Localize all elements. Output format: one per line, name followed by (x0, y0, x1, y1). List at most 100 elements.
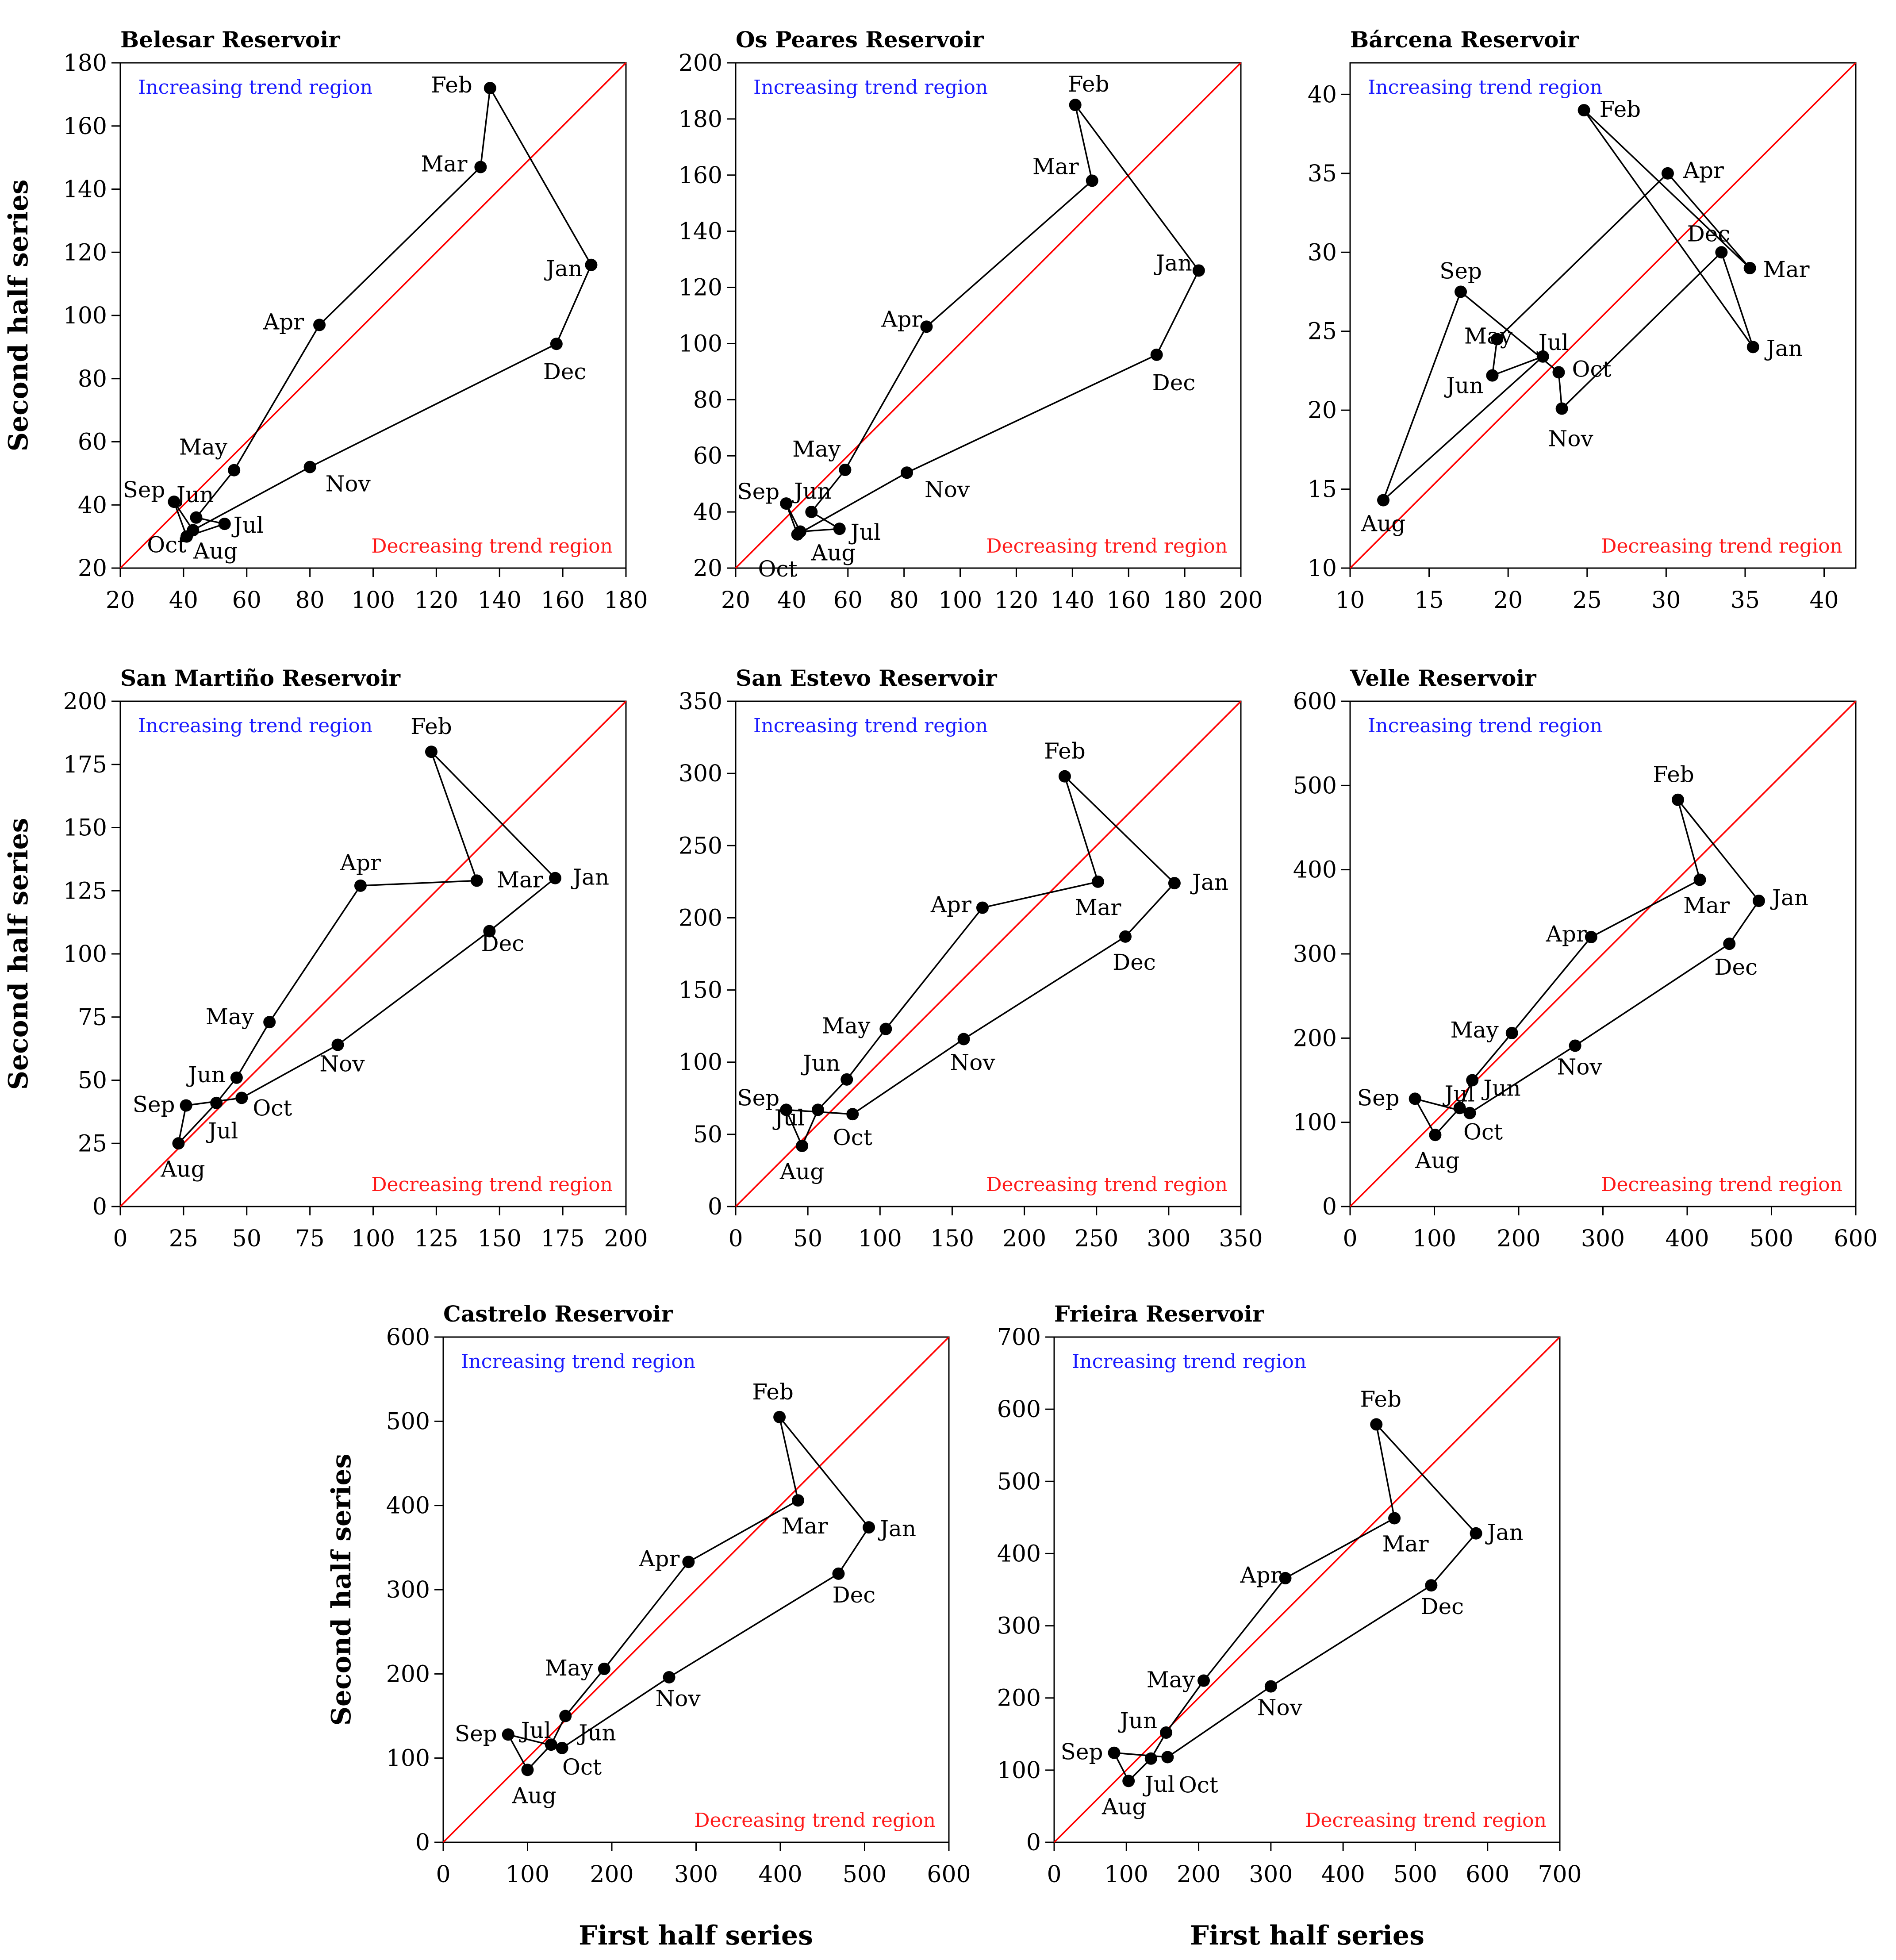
data-point-jun (230, 1071, 243, 1084)
x-tick-label: 50 (793, 1226, 822, 1252)
y-tick-label: 20 (1308, 397, 1337, 424)
y-tick-label: 50 (693, 1122, 722, 1148)
y-tick-label: 300 (1293, 941, 1337, 968)
month-label-nov: Nov (925, 477, 970, 502)
month-label-may: May (822, 1013, 871, 1039)
data-point-apr (976, 901, 989, 914)
month-label-jun: Jun (174, 482, 214, 507)
y-tick-label: 50 (78, 1068, 107, 1094)
y-tick-label: 0 (708, 1194, 722, 1220)
data-point-feb (1672, 793, 1685, 806)
x-tick-label: 500 (843, 1861, 887, 1888)
y-tick-label: 25 (78, 1130, 107, 1157)
x-tick-label: 200 (1177, 1861, 1221, 1888)
month-label-jan: Jan (1154, 250, 1192, 276)
month-label-may: May (545, 1655, 594, 1681)
data-point-mar (1091, 875, 1104, 888)
y-tick-label: 0 (1026, 1829, 1041, 1856)
y-tick-label: 10 (1308, 555, 1337, 582)
month-label-sep: Sep (1357, 1085, 1400, 1111)
x-tick-label: 180 (604, 587, 648, 614)
increasing-trend-label: Increasing trend region (138, 715, 372, 737)
data-point-dec (1150, 348, 1163, 361)
y-tick-label: 100 (63, 941, 107, 968)
month-label-jul: Jul (519, 1718, 551, 1743)
decreasing-trend-label: Decreasing trend region (1601, 535, 1842, 557)
x-tick-label: 100 (1412, 1226, 1456, 1252)
month-label-jan: Jan (1764, 335, 1803, 361)
y-tick-label: 140 (63, 177, 107, 203)
x-axis-label: First half series (1190, 1920, 1424, 1951)
month-label-jan: Jan (544, 256, 582, 281)
data-point-may (879, 1022, 892, 1035)
x-tick-label: 20 (106, 587, 135, 614)
month-label-mar: Mar (782, 1513, 828, 1539)
x-tick-label: 200 (590, 1861, 633, 1888)
y-tick-label: 300 (997, 1613, 1041, 1640)
x-tick-label: 600 (927, 1861, 971, 1888)
y-tick-label: 300 (679, 761, 722, 787)
x-tick-label: 80 (296, 587, 325, 614)
y-tick-label: 125 (63, 878, 107, 904)
data-point-jan (1168, 877, 1181, 890)
y-tick-label: 700 (997, 1324, 1041, 1351)
x-tick-label: 200 (1497, 1226, 1540, 1252)
decreasing-trend-label: Decreasing trend region (986, 1173, 1228, 1196)
month-label-may: May (179, 434, 228, 460)
y-tick-label: 15 (1308, 477, 1337, 503)
month-label-oct: Oct (253, 1095, 292, 1121)
data-point-dec (1723, 938, 1736, 950)
panel-frieira-reservoir: Frieira Reservoir 0 100 200 300 400 500 600 700 0… (997, 1301, 1582, 1888)
month-label-jun: Jun (801, 1050, 840, 1076)
data-point-jun (805, 506, 818, 519)
panel-castrelo-reservoir: Castrelo Reservoir 0 100 200 300 400 500 600 0 10… (386, 1301, 971, 1888)
x-tick-label: 700 (1538, 1861, 1581, 1888)
data-point-feb (484, 82, 496, 95)
y-tick-label: 30 (1308, 239, 1337, 266)
month-label-mar: Mar (497, 867, 543, 892)
month-label-jan: Jan (571, 865, 609, 890)
one-to-one-line (442, 1336, 950, 1843)
data-point-jul (1144, 1752, 1157, 1765)
y-tick-label: 200 (386, 1661, 430, 1687)
month-label-may: May (1464, 323, 1513, 349)
data-point-may (1505, 1026, 1518, 1039)
y-tick-label: 60 (78, 429, 107, 456)
data-point-may (1197, 1674, 1210, 1687)
y-tick-label: 200 (997, 1685, 1041, 1712)
data-point-oct (187, 524, 200, 537)
panel-title: Belesar Reservoir (120, 27, 340, 53)
x-tick-label: 140 (478, 587, 522, 614)
month-label-aug: Aug (193, 538, 238, 564)
increasing-trend-label: Increasing trend region (1072, 1350, 1306, 1373)
month-label-mar: Mar (1075, 895, 1121, 920)
y-tick-label: 0 (415, 1829, 430, 1856)
panel-title: San Martiño Reservoir (120, 665, 401, 691)
y-tick-label: 250 (679, 833, 722, 859)
x-tick-label: 40 (777, 587, 806, 614)
y-tick-label: 600 (997, 1396, 1041, 1423)
one-to-one-line (735, 700, 1242, 1207)
increasing-trend-label: Increasing trend region (1368, 715, 1602, 737)
y-tick-label: 400 (997, 1541, 1041, 1567)
month-label-aug: Aug (160, 1156, 205, 1182)
y-tick-label: 400 (386, 1493, 430, 1519)
y-tick-label: 60 (693, 443, 722, 469)
y-tick-label: 80 (693, 387, 722, 413)
month-label-sep: Sep (133, 1092, 175, 1118)
y-tick-label: 20 (693, 555, 722, 582)
x-tick-label: 0 (1343, 1226, 1357, 1252)
x-tick-label: 175 (541, 1226, 584, 1252)
month-label-jun: Jun (186, 1062, 225, 1088)
month-label-dec: Dec (1113, 949, 1156, 975)
month-label-oct: Oct (1572, 356, 1611, 382)
data-point-apr (920, 320, 933, 333)
month-label-apr: Apr (263, 309, 304, 334)
data-point-sep (180, 1099, 192, 1112)
x-tick-label: 300 (674, 1861, 718, 1888)
x-tick-label: 80 (890, 587, 919, 614)
month-label-dec: Dec (1152, 370, 1196, 396)
panel-title: San Estevo Reservoir (736, 665, 997, 691)
data-point-aug (1429, 1129, 1442, 1141)
